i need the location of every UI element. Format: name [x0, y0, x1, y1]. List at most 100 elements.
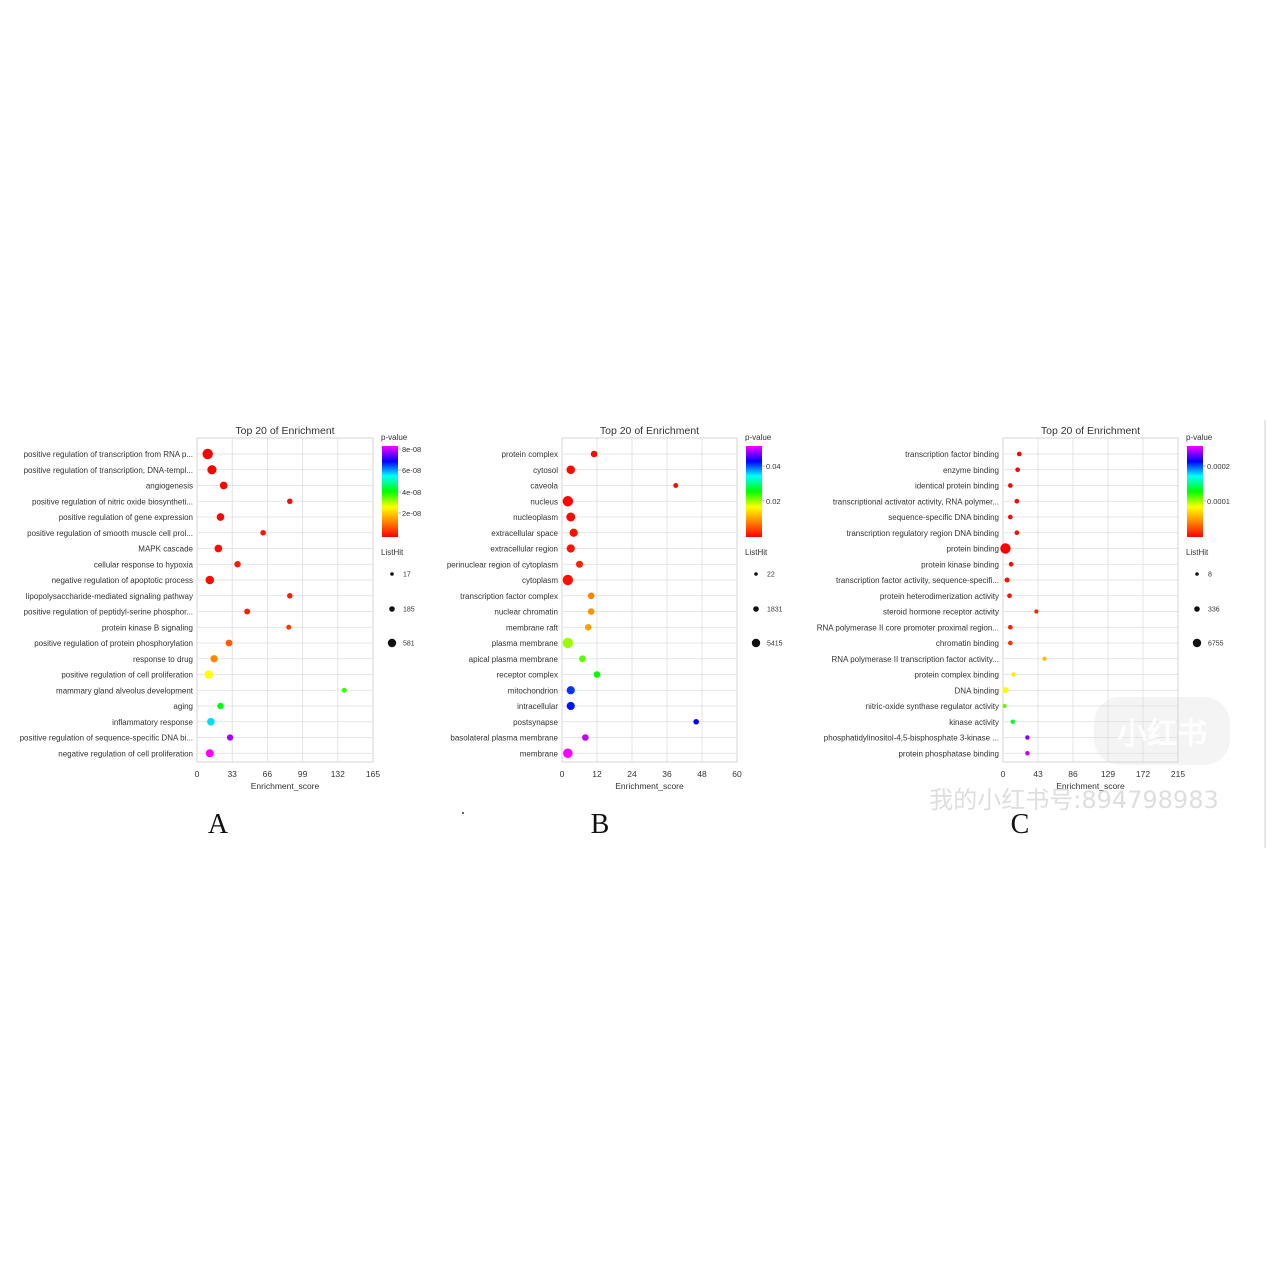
- y-category-label: angiogenesis: [146, 482, 193, 491]
- size-legend-title: ListHit: [381, 548, 404, 557]
- y-category-label: protein phosphatase binding: [898, 749, 999, 758]
- y-category-label: positive regulation of smooth muscle cel…: [27, 529, 193, 538]
- size-legend-label: 336: [1208, 607, 1220, 614]
- size-legend-marker: [751, 638, 761, 648]
- data-point: [214, 544, 223, 553]
- x-tick-label: 33: [227, 769, 237, 779]
- data-point: [562, 496, 574, 507]
- y-category-label: MAPK cascade: [138, 545, 193, 554]
- size-legend-marker: [389, 606, 395, 612]
- color-legend-label: 0.02: [766, 497, 781, 506]
- watermark-logo-panel: [1094, 697, 1230, 765]
- size-legend-label: 22: [767, 572, 775, 579]
- y-category-label: extracellular region: [490, 545, 558, 554]
- data-point: [286, 624, 292, 630]
- y-category-label: transcription factor complex: [460, 592, 558, 601]
- y-category-label: negative regulation of cell proliferatio…: [58, 749, 193, 758]
- x-tick-label: 0: [195, 769, 200, 779]
- data-point: [1002, 703, 1007, 709]
- color-legend-label: 4e-08: [402, 488, 421, 497]
- y-category-label: receptor complex: [497, 671, 558, 680]
- data-point: [566, 512, 576, 522]
- data-point: [587, 608, 595, 615]
- y-category-label: positive regulation of gene expression: [59, 513, 193, 522]
- size-legend-marker: [754, 572, 758, 576]
- data-point: [575, 560, 584, 568]
- x-tick-label: 129: [1101, 769, 1115, 779]
- x-tick-label: 172: [1136, 769, 1150, 779]
- data-point: [562, 637, 574, 649]
- x-tick-label: 24: [627, 769, 637, 779]
- y-category-label: membrane: [520, 749, 559, 758]
- size-legend-marker: [387, 638, 397, 648]
- y-category-label: steroid hormone receptor activity: [883, 608, 999, 617]
- data-point: [566, 701, 575, 711]
- x-tick-label: 165: [366, 769, 380, 779]
- data-point: [1014, 530, 1020, 536]
- color-legend-title: p-value: [381, 433, 408, 442]
- y-category-label: sequence-specific DNA binding: [888, 513, 999, 522]
- chart-title: Top 20 of Enrichment: [600, 425, 699, 437]
- y-category-label: enzyme binding: [943, 466, 999, 475]
- size-legend-marker: [753, 606, 759, 612]
- data-point: [566, 544, 575, 553]
- x-axis-title: Enrichment_score: [615, 781, 684, 791]
- y-category-label: transcription factor activity, sequence-…: [836, 576, 999, 585]
- x-tick-label: 66: [263, 769, 273, 779]
- x-tick-label: 0: [1001, 769, 1006, 779]
- x-tick-label: 36: [662, 769, 672, 779]
- data-point: [216, 513, 225, 521]
- y-category-label: positive regulation of transcription, DN…: [24, 466, 193, 475]
- data-point: [1007, 624, 1013, 630]
- data-point: [234, 561, 241, 568]
- y-category-label: caveola: [530, 482, 558, 491]
- y-category-label: cytosol: [533, 466, 558, 475]
- y-category-label: nucleus: [530, 497, 558, 506]
- data-point: [563, 748, 573, 759]
- y-category-label: positive regulation of cell proliferatio…: [61, 671, 193, 680]
- y-category-label: basolateral plasma membrane: [450, 734, 558, 743]
- data-point: [205, 749, 214, 758]
- y-category-label: protein kinase binding: [921, 560, 999, 569]
- y-category-label: cellular response to hypoxia: [94, 560, 194, 569]
- y-category-label: nuclear chromatin: [494, 608, 558, 617]
- y-category-label: lipopolysaccharide-mediated signaling pa…: [26, 592, 193, 601]
- y-category-label: transcriptional activator activity, RNA …: [833, 497, 999, 506]
- size-legend-marker: [390, 572, 394, 576]
- y-category-label: transcription factor binding: [905, 450, 999, 459]
- y-category-label: identical protein binding: [915, 482, 999, 491]
- data-point: [341, 687, 347, 693]
- y-category-label: membrane raft: [506, 623, 559, 632]
- panel-letter: C: [1011, 809, 1030, 840]
- y-category-label: positive regulation of sequence-specific…: [20, 734, 193, 743]
- y-category-label: protein binding: [947, 545, 999, 554]
- color-legend-label: 0.04: [766, 462, 781, 471]
- data-point: [1004, 577, 1010, 583]
- data-point: [205, 575, 215, 585]
- data-point: [584, 623, 592, 631]
- y-category-label: aging: [173, 702, 193, 711]
- y-category-label: RNA polymerase II core promoter proximal…: [817, 623, 999, 632]
- y-category-label: nucleoplasm: [513, 513, 558, 522]
- panel-letter: B: [591, 809, 610, 840]
- watermark-text: 我的小红书号:894798983: [929, 786, 1219, 814]
- stray-dot: [462, 812, 464, 814]
- size-legend-label: 1831: [767, 607, 783, 614]
- size-legend-title: ListHit: [1186, 548, 1209, 557]
- watermark-logo: 小红书: [1117, 717, 1207, 752]
- y-category-label: protein heterodimerization activity: [880, 592, 999, 601]
- y-category-label: perinuclear region of cytoplasm: [447, 560, 559, 569]
- color-legend-label: 8e-08: [402, 445, 421, 454]
- plot-frame: [1002, 437, 1179, 763]
- y-category-label: nitric-oxide synthase regulator activity: [866, 702, 999, 711]
- size-legend-label: 6755: [1208, 641, 1224, 648]
- data-point: [566, 686, 575, 695]
- plot-frame: [561, 437, 738, 763]
- y-category-label: inflammatory response: [112, 718, 193, 727]
- y-category-label: cytoplasm: [522, 576, 558, 585]
- size-legend-marker: [1194, 606, 1200, 612]
- data-point: [226, 734, 234, 741]
- chart-panel-c: Top 20 of Enrichment 0 43 86 129 172 215 Enrich…: [817, 425, 1230, 840]
- data-point: [579, 655, 586, 663]
- chart-title: Top 20 of Enrichment: [235, 425, 334, 437]
